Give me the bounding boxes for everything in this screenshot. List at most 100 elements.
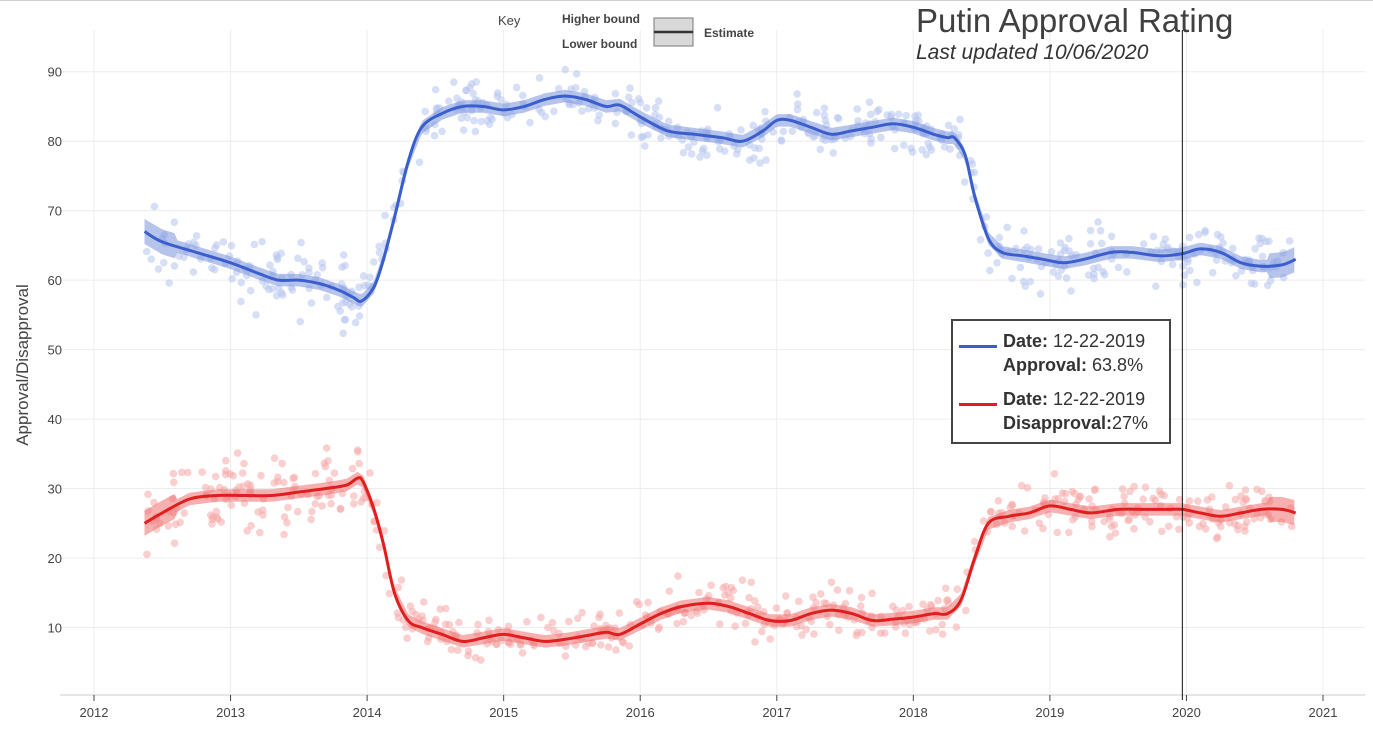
approval-poll-point bbox=[457, 114, 466, 122]
disapproval-poll-point bbox=[932, 625, 940, 634]
approval-poll-point bbox=[788, 127, 797, 135]
disapproval-poll-point bbox=[1240, 522, 1249, 531]
disapproval-poll-point bbox=[632, 597, 641, 606]
approval-poll-point bbox=[143, 247, 151, 256]
disapproval-poll-point bbox=[290, 473, 299, 482]
disapproval-poll-point bbox=[544, 623, 552, 632]
disapproval-poll-point bbox=[1130, 525, 1138, 533]
approval-poll-point bbox=[571, 84, 580, 92]
approval-poll-point bbox=[829, 149, 838, 157]
disapproval-poll-point bbox=[322, 444, 331, 452]
approval-poll-point bbox=[526, 118, 534, 127]
approval-poll-point bbox=[1258, 252, 1267, 261]
approval-poll-point bbox=[323, 293, 331, 302]
disapproval-poll-point bbox=[795, 597, 803, 606]
disapproval-poll-point bbox=[211, 472, 220, 481]
approval-poll-point bbox=[761, 107, 769, 116]
approval-date-label: Date: bbox=[1003, 331, 1049, 351]
disapproval-poll-point bbox=[506, 640, 515, 649]
disapproval-poll-point bbox=[938, 620, 946, 629]
disapproval-poll-point bbox=[858, 628, 866, 637]
disapproval-poll-point bbox=[747, 578, 756, 587]
approval-poll-point bbox=[355, 283, 363, 292]
y-tick-label: 30 bbox=[48, 482, 62, 497]
approval-poll-point bbox=[1266, 276, 1275, 285]
disapproval-poll-point bbox=[565, 617, 573, 626]
approval-poll-point bbox=[1026, 277, 1035, 286]
disapproval-poll-point bbox=[979, 517, 988, 525]
disapproval-poll-point bbox=[227, 501, 236, 510]
disapproval-poll-point bbox=[1185, 497, 1194, 505]
disapproval-poll-point bbox=[943, 596, 951, 605]
disapproval-poll-point bbox=[826, 620, 834, 629]
disapproval-date-label: Date: bbox=[1003, 389, 1049, 409]
approval-poll-point bbox=[651, 104, 660, 112]
key-estimate: Estimate bbox=[704, 26, 754, 40]
approval-poll-point bbox=[1003, 223, 1011, 232]
y-tick-label: 20 bbox=[48, 551, 62, 566]
approval-poll-point bbox=[355, 312, 364, 320]
disapproval-poll-point bbox=[184, 468, 192, 477]
disapproval-poll-point bbox=[721, 591, 729, 599]
disapproval-value: 27% bbox=[1112, 413, 1149, 433]
approval-poll-point bbox=[1232, 272, 1240, 280]
approval-poll-point bbox=[1149, 232, 1158, 241]
disapproval-poll-point bbox=[1111, 529, 1120, 537]
disapproval-poll-point bbox=[1139, 495, 1147, 504]
disapproval-poll-point bbox=[518, 649, 527, 657]
disapproval-poll-point bbox=[1212, 534, 1221, 543]
disapproval-poll-point bbox=[738, 576, 747, 584]
disapproval-poll-point bbox=[926, 600, 935, 609]
disapproval-poll-point bbox=[366, 469, 374, 477]
disapproval-poll-point bbox=[169, 469, 178, 478]
disapproval-poll-point bbox=[355, 459, 364, 468]
approval-poll-point bbox=[175, 252, 183, 260]
disapproval-poll-point bbox=[938, 630, 947, 638]
approval-poll-point bbox=[950, 125, 958, 133]
disapproval-poll-point bbox=[1258, 487, 1266, 496]
approval-poll-point bbox=[1185, 233, 1194, 242]
disapproval-poll-point bbox=[845, 586, 854, 595]
approval-poll-point bbox=[1229, 244, 1237, 253]
disapproval-poll-point bbox=[447, 645, 456, 654]
disapproval-poll-point bbox=[1203, 496, 1212, 504]
disapproval-line-swatch bbox=[959, 403, 997, 406]
approval-poll-point bbox=[1194, 230, 1203, 239]
disapproval-poll-point bbox=[442, 604, 450, 613]
disapproval-poll-point bbox=[1053, 528, 1062, 537]
approval-poll-point bbox=[924, 139, 933, 148]
approval-poll-point bbox=[1247, 279, 1256, 288]
disapproval-poll-point bbox=[213, 513, 221, 521]
disapproval-poll-point bbox=[926, 627, 934, 635]
disapproval-poll-point bbox=[1008, 500, 1016, 509]
disapproval-poll-point bbox=[1201, 525, 1210, 533]
disapproval-poll-point bbox=[357, 498, 365, 506]
approval-poll-point bbox=[1152, 282, 1160, 291]
approval-poll-point bbox=[865, 98, 874, 106]
disapproval-poll-point bbox=[1008, 522, 1016, 531]
approval-poll-point bbox=[318, 259, 326, 267]
approval-poll-point bbox=[820, 104, 829, 113]
disapproval-poll-point bbox=[1050, 470, 1059, 478]
disapproval-poll-point bbox=[816, 590, 825, 598]
disapproval-poll-point bbox=[644, 598, 652, 607]
approval-poll-point bbox=[756, 159, 764, 167]
key-lower-bound: Lower bound bbox=[562, 37, 637, 51]
disapproval-poll-point bbox=[233, 449, 242, 457]
approval-poll-point bbox=[431, 85, 440, 94]
approval-poll-point bbox=[1213, 230, 1222, 239]
approval-poll-point bbox=[307, 299, 316, 307]
approval-poll-point bbox=[477, 117, 486, 126]
disapproval-poll-point bbox=[1194, 497, 1202, 505]
approval-poll-point bbox=[438, 127, 446, 136]
approval-poll-point bbox=[611, 119, 620, 128]
disapproval-value-label: Disapproval: bbox=[1003, 413, 1113, 433]
approval-poll-point bbox=[237, 297, 245, 306]
approval-poll-point bbox=[154, 265, 163, 273]
approval-poll-point bbox=[664, 117, 673, 126]
approval-poll-point bbox=[816, 145, 825, 154]
approval-poll-point bbox=[1065, 234, 1073, 243]
disapproval-poll-point bbox=[597, 641, 605, 649]
approval-poll-point bbox=[1097, 239, 1106, 248]
disapproval-poll-point bbox=[751, 597, 759, 605]
